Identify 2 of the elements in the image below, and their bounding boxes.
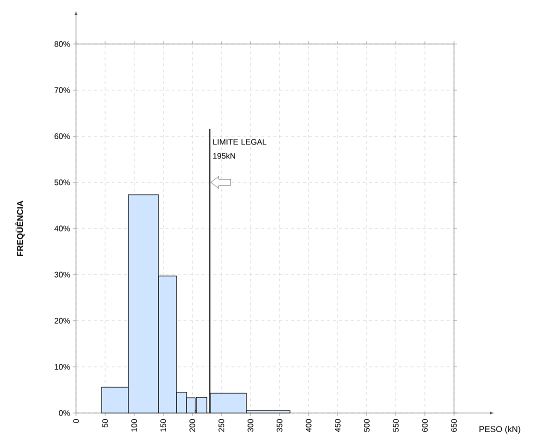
x-axis-title: PESO (kN) [480, 426, 520, 434]
y-axis-title: FREQÜÊNCIA [15, 200, 25, 256]
